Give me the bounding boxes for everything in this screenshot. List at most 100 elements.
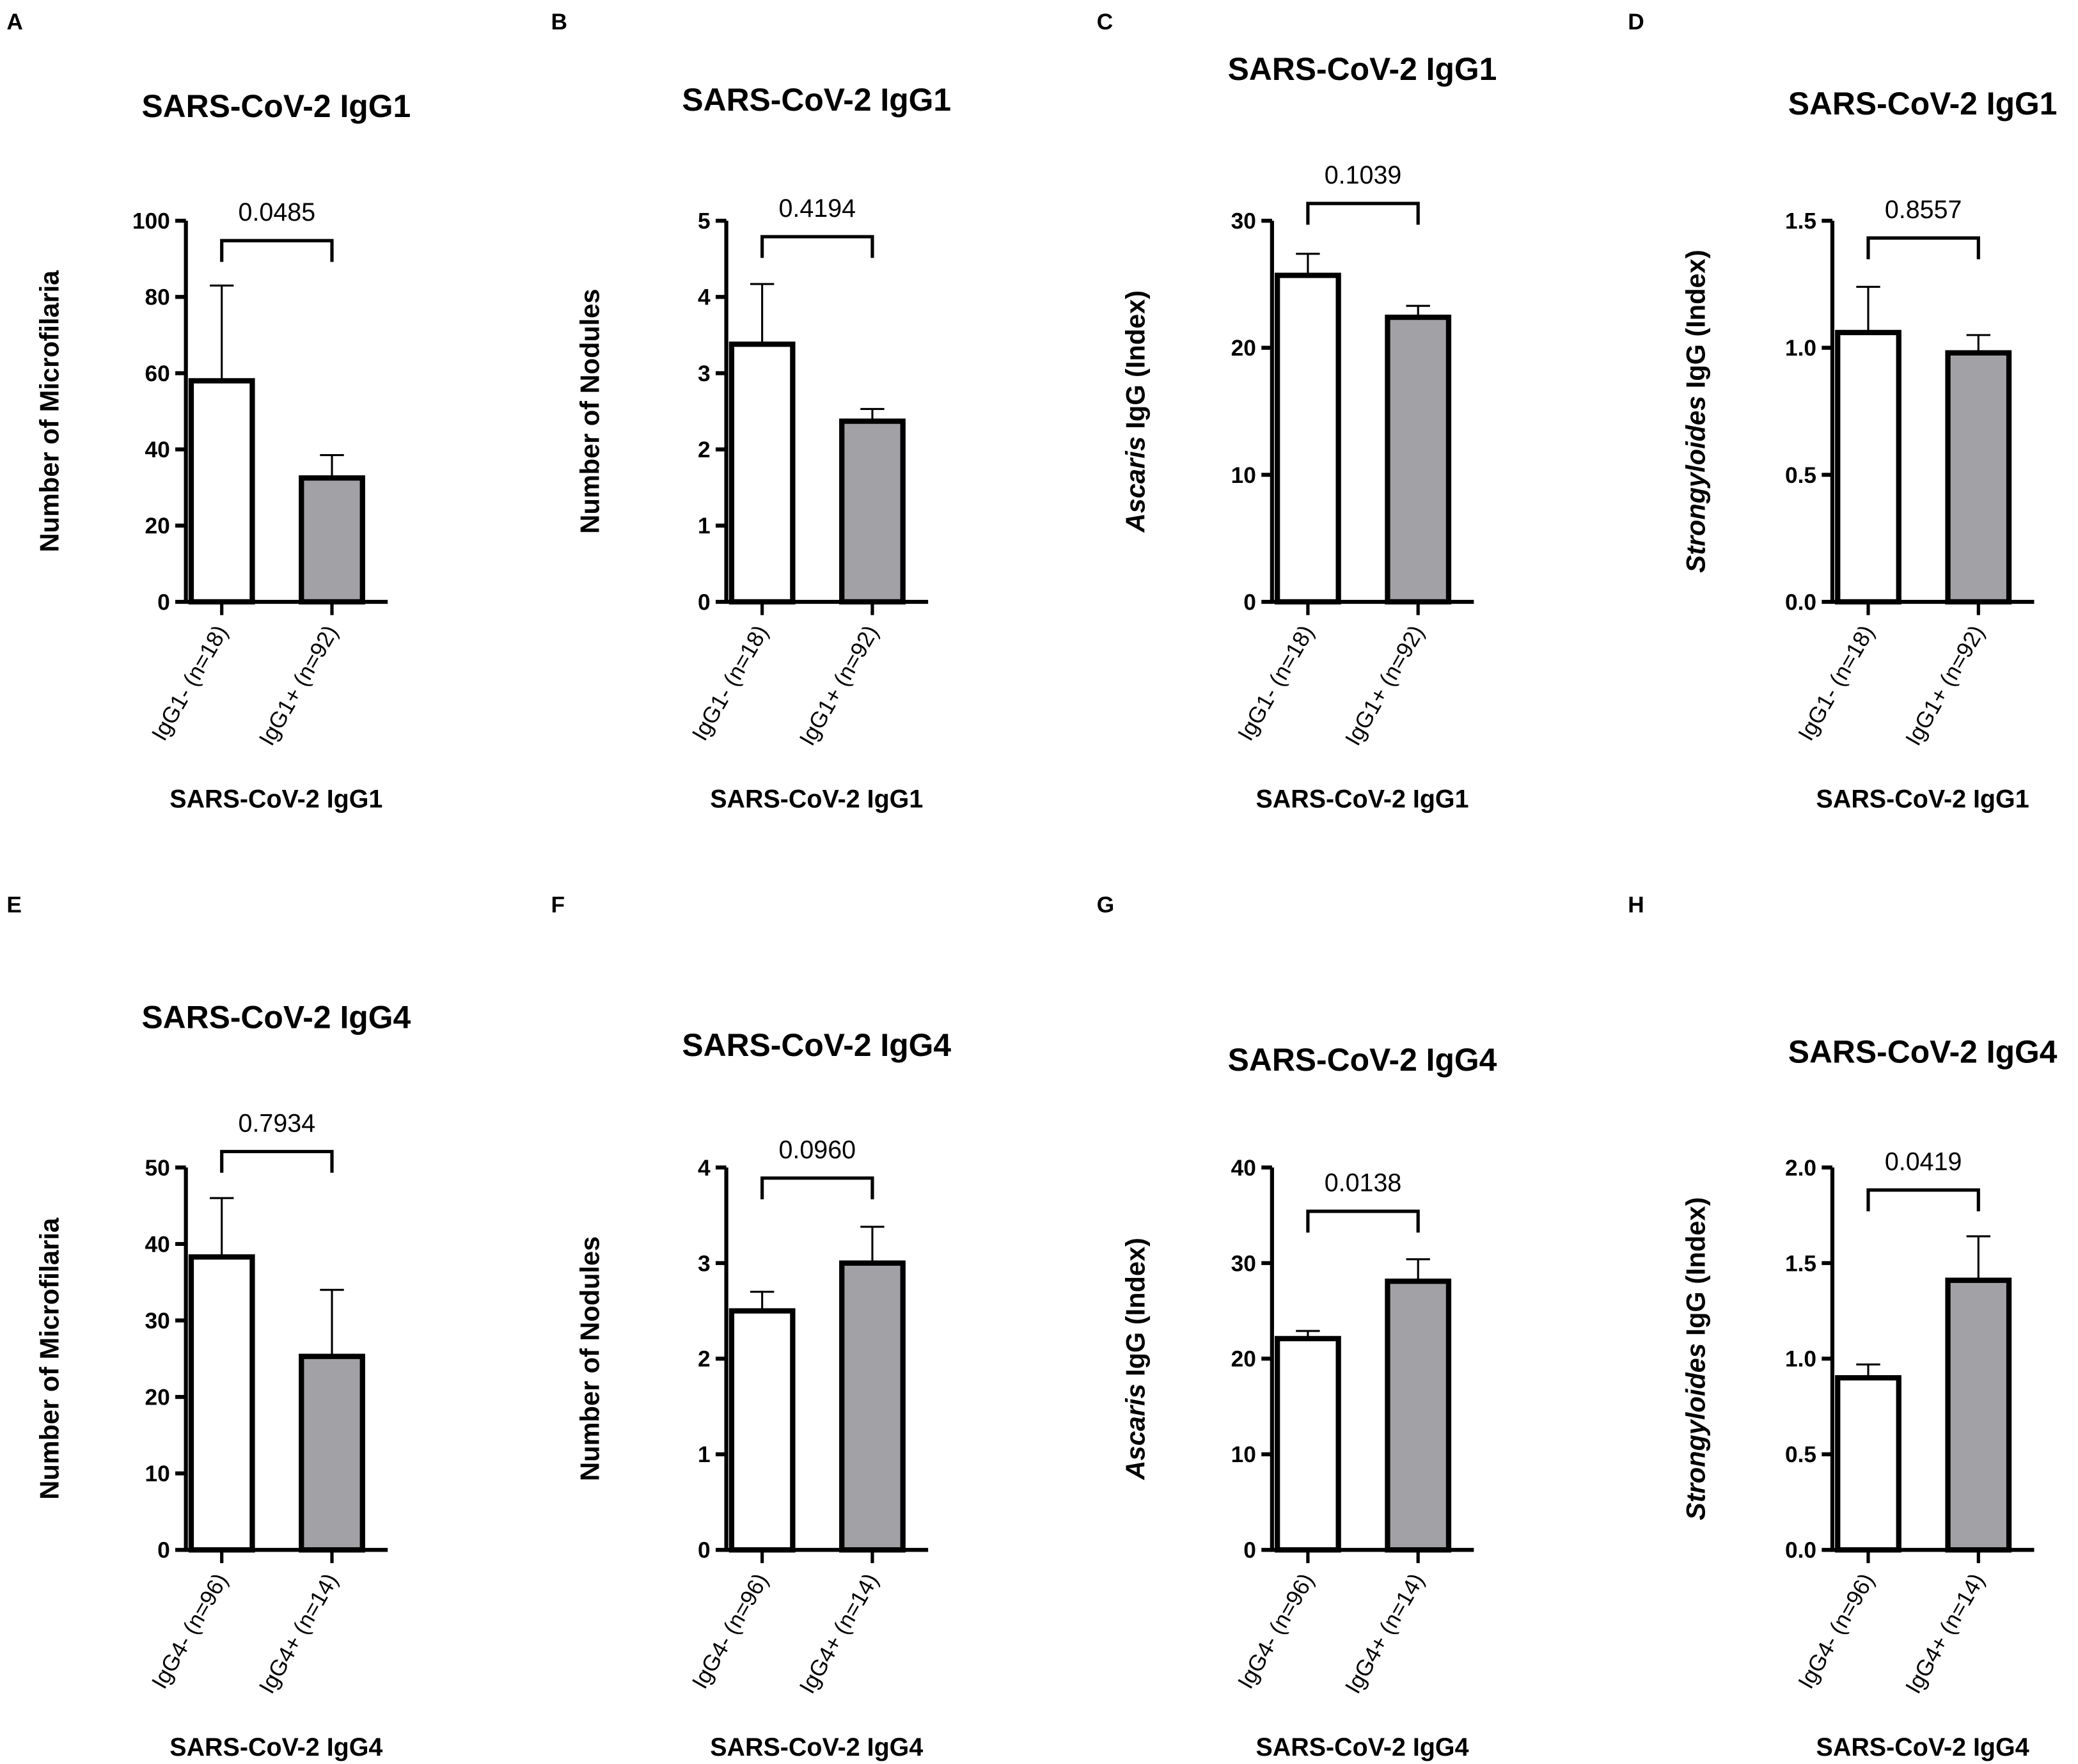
significance-bracket bbox=[1306, 201, 1420, 225]
x-axis-label: SARS-CoV-2 IgG1 bbox=[1255, 785, 1468, 814]
bar bbox=[728, 342, 796, 605]
x-axis-label: SARS-CoV-2 IgG4 bbox=[1255, 1733, 1468, 1761]
panel-letter: H bbox=[1628, 893, 1644, 918]
significance-bracket bbox=[1866, 236, 1980, 260]
panel-b: B SARS-CoV-2 IgG1 0 1 2 3 4 5 Number of Nodules I… bbox=[551, 10, 952, 814]
y-axis-label: Number of Nodules bbox=[574, 289, 604, 534]
x-tick-label: IgG1+ (n=92) bbox=[1341, 621, 1429, 750]
panel-g: G SARS-CoV-2 IgG4 0 10 20 30 40 Ascaris IgG (In… bbox=[1097, 893, 1497, 1761]
y-tick-label: 0 bbox=[698, 1538, 711, 1563]
y-tick-label: 40 bbox=[145, 1232, 169, 1257]
x-axis-label: SARS-CoV-2 IgG1 bbox=[1816, 785, 2029, 814]
y-tick-label: 1.0 bbox=[1785, 336, 1816, 361]
x-tick-label: IgG1+ (n=92) bbox=[1901, 621, 1990, 750]
y-axis-label-text: Number of Microfilaria bbox=[34, 270, 64, 553]
y-axis-label: Number of Nodules bbox=[574, 1236, 604, 1481]
y-tick-label: 0 bbox=[1243, 590, 1256, 615]
x-tick-label: IgG4- (n=96) bbox=[1233, 1569, 1319, 1693]
x-tick-label: IgG4- (n=96) bbox=[688, 1569, 773, 1693]
y-tick-label: 1.0 bbox=[1785, 1347, 1816, 1372]
y-axis-label-text: IgG (Index) bbox=[1681, 249, 1711, 395]
y-axis-label-text: IgG (Index) bbox=[1121, 290, 1151, 436]
chart-title: SARS-CoV-2 IgG4 bbox=[1228, 1042, 1497, 1078]
y-tick-label: 10 bbox=[145, 1461, 169, 1486]
y-tick-label: 30 bbox=[1231, 209, 1256, 234]
panel-a: A SARS-CoV-2 IgG1 0 20 40 60 80 100 Number of Mi… bbox=[6, 10, 411, 814]
p-value-label: 0.1039 bbox=[1325, 161, 1402, 189]
y-tick-label: 20 bbox=[1231, 336, 1256, 361]
y-tick-label: 4 bbox=[698, 1156, 711, 1181]
y-tick-label: 20 bbox=[145, 1385, 169, 1410]
bar bbox=[299, 475, 365, 605]
y-tick-label: 1 bbox=[698, 1442, 711, 1467]
chart-title: SARS-CoV-2 IgG1 bbox=[1228, 51, 1497, 87]
significance-bracket bbox=[220, 1149, 334, 1173]
y-tick-label: 0 bbox=[1243, 1538, 1256, 1563]
x-axis-label: SARS-CoV-2 IgG1 bbox=[169, 785, 382, 814]
y-tick-label: 100 bbox=[132, 209, 170, 234]
y-axis-label: Number of Microfilaria bbox=[34, 270, 64, 553]
significance-bracket bbox=[760, 1176, 874, 1200]
y-tick-label: 5 bbox=[698, 209, 711, 234]
y-tick-label: 3 bbox=[698, 361, 711, 386]
y-tick-label: 0.5 bbox=[1785, 1442, 1816, 1467]
y-tick-label: 20 bbox=[145, 514, 169, 539]
bar bbox=[1835, 1375, 1901, 1553]
significance-bracket bbox=[760, 235, 874, 258]
x-tick-label: IgG1- (n=18) bbox=[688, 621, 773, 745]
y-tick-label: 30 bbox=[1231, 1251, 1256, 1276]
bar bbox=[1274, 1335, 1341, 1553]
bar bbox=[188, 378, 255, 605]
chart-title: SARS-CoV-2 IgG1 bbox=[141, 88, 411, 124]
significance-bracket bbox=[1866, 1188, 1980, 1211]
panel-e: E SARS-CoV-2 IgG4 0 10 20 30 40 50 Number of Mic… bbox=[6, 893, 411, 1761]
bar bbox=[1274, 272, 1341, 605]
bar bbox=[1385, 314, 1452, 605]
y-tick-label: 2 bbox=[698, 1347, 711, 1372]
y-axis-label: Ascaris IgG (Index) bbox=[1121, 290, 1151, 533]
x-tick-label: IgG4- (n=96) bbox=[147, 1569, 233, 1693]
bar bbox=[839, 418, 906, 605]
x-tick-label: IgG4+ (n=14) bbox=[795, 1569, 884, 1697]
panel-c: C SARS-CoV-2 IgG1 0 10 20 30 Ascaris IgG (Inde… bbox=[1097, 10, 1497, 814]
significance-bracket bbox=[1306, 1209, 1420, 1233]
chart-title: SARS-CoV-2 IgG1 bbox=[1788, 86, 2058, 122]
panel-letter: F bbox=[551, 893, 565, 918]
y-axis-label: Strongyloides IgG (Index) bbox=[1681, 249, 1711, 572]
y-tick-label: 40 bbox=[145, 437, 169, 462]
y-tick-label: 80 bbox=[145, 285, 169, 310]
bar bbox=[188, 1254, 255, 1553]
significance-bracket bbox=[220, 239, 334, 262]
panel-h: H SARS-CoV-2 IgG4 0.0 0.5 1.0 1.5 2.0 Strongylo… bbox=[1628, 893, 2058, 1761]
bar bbox=[299, 1353, 365, 1553]
panel-f: F SARS-CoV-2 IgG4 0 1 2 3 4 Number of Nodules Ig… bbox=[551, 893, 952, 1761]
y-tick-label: 1 bbox=[698, 514, 711, 539]
y-axis-label: Ascaris IgG (Index) bbox=[1121, 1238, 1151, 1480]
p-value-label: 0.0960 bbox=[778, 1136, 856, 1164]
p-value-label: 0.7934 bbox=[239, 1109, 316, 1137]
x-tick-label: IgG1- (n=18) bbox=[1793, 621, 1879, 745]
y-tick-label: 4 bbox=[698, 285, 711, 310]
y-axis-label-italic: Strongyloides bbox=[1681, 396, 1711, 573]
y-tick-label: 0.0 bbox=[1785, 590, 1816, 615]
y-axis-label: Number of Microfilaria bbox=[34, 1217, 64, 1500]
panel-letter: C bbox=[1097, 10, 1113, 35]
y-axis-label-text: IgG (Index) bbox=[1121, 1238, 1151, 1383]
p-value-label: 0.0138 bbox=[1325, 1169, 1402, 1197]
y-tick-label: 0 bbox=[698, 590, 711, 615]
y-tick-label: 0 bbox=[157, 1538, 170, 1563]
x-tick-label: IgG1- (n=18) bbox=[1233, 621, 1319, 745]
panel-d: D SARS-CoV-2 IgG1 0.0 0.5 1.0 1.5 Strongyloide… bbox=[1628, 10, 2057, 814]
x-tick-label: IgG4+ (n=14) bbox=[1901, 1569, 1990, 1697]
x-tick-label: IgG1+ (n=92) bbox=[255, 621, 343, 750]
chart-title: SARS-CoV-2 IgG4 bbox=[141, 999, 411, 1035]
y-tick-label: 1.5 bbox=[1785, 209, 1816, 234]
y-tick-label: 30 bbox=[145, 1309, 169, 1334]
panel-letter: E bbox=[6, 893, 22, 918]
y-axis-label-italic: Ascaris bbox=[1121, 436, 1151, 533]
y-tick-label: 0.0 bbox=[1785, 1538, 1816, 1563]
y-axis-label-italic: Ascaris bbox=[1121, 1383, 1151, 1480]
bar bbox=[1945, 350, 2012, 605]
y-tick-label: 2.0 bbox=[1785, 1156, 1816, 1181]
